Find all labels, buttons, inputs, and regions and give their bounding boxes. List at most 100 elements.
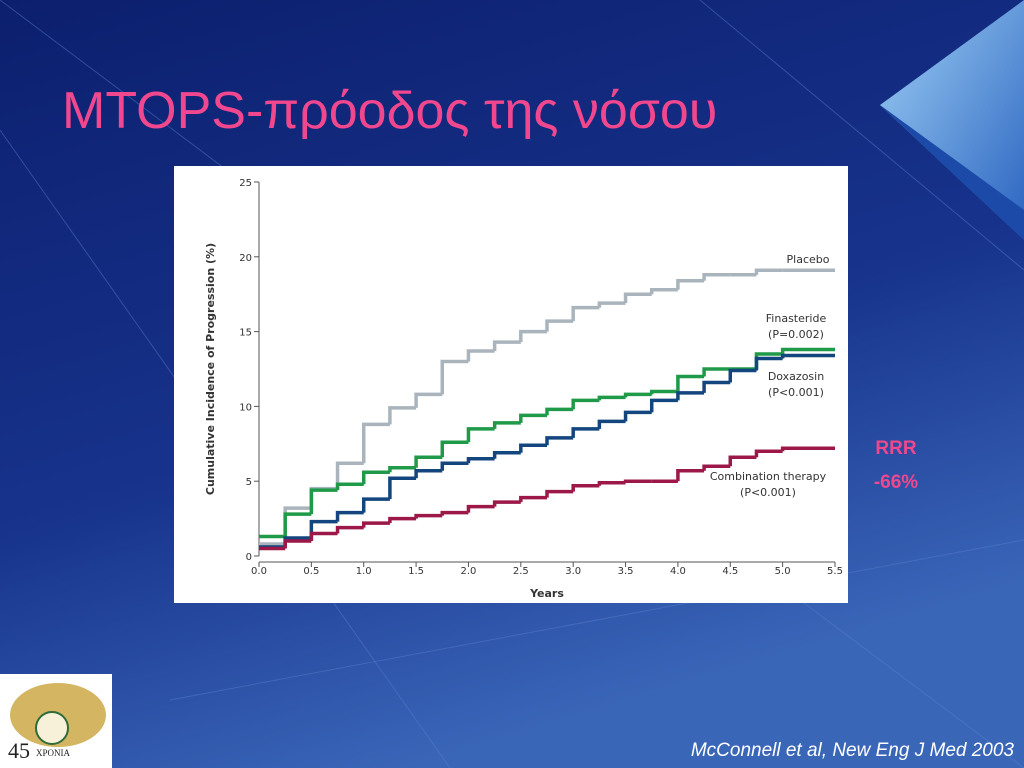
step-segment <box>335 525 364 534</box>
logo-emblem <box>35 711 69 745</box>
x-tick-label: 4.0 <box>670 566 686 577</box>
slide-title: MTOPS-πρόοδος της νόσου <box>62 82 717 140</box>
logo: 45 ΧΡΟΝΙΑ <box>0 674 112 768</box>
step-segment <box>545 407 574 416</box>
series-p-value: (P<0.001) <box>740 486 796 499</box>
step-segment <box>571 427 600 438</box>
step-segment <box>440 359 469 395</box>
step-segment <box>440 510 469 516</box>
step-segment <box>728 368 757 383</box>
citation: McConnell et al, New Eng J Med 2003 <box>691 740 1015 761</box>
step-segment <box>649 398 678 413</box>
step-segment <box>283 512 312 537</box>
step-segment <box>335 461 364 489</box>
step-segment <box>492 340 521 352</box>
series-p-value: (P=0.002) <box>768 328 824 341</box>
step-segment <box>597 395 626 401</box>
step-segment <box>623 292 652 304</box>
step-segment <box>702 380 731 393</box>
x-tick-label: 2.0 <box>461 566 477 577</box>
logo-word: ΧΡΟΝΙΑ <box>36 748 71 758</box>
series-label: Combination therapy <box>710 470 827 483</box>
x-tick-label: 3.5 <box>618 566 634 577</box>
step-segment <box>754 356 783 371</box>
step-segment <box>335 482 364 491</box>
step-segment <box>780 353 835 359</box>
step-segment <box>754 268 783 275</box>
step-segment <box>361 521 390 528</box>
step-segment <box>728 455 757 467</box>
step-segment <box>361 422 390 464</box>
x-tick-label: 4.5 <box>722 566 738 577</box>
step-segment <box>623 392 652 398</box>
step-segment <box>676 374 705 392</box>
step-segment <box>283 539 312 549</box>
step-segment <box>780 347 835 355</box>
step-segment <box>571 483 600 492</box>
step-segment <box>309 531 338 542</box>
step-segment <box>649 389 678 395</box>
series-label: Placebo <box>787 253 830 266</box>
step-segment <box>754 449 783 458</box>
step-segment <box>388 465 417 473</box>
step-segment <box>676 278 705 290</box>
step-segment <box>309 488 338 515</box>
decor-triangle <box>880 0 1024 240</box>
step-segment <box>676 391 705 401</box>
step-segment <box>492 451 521 459</box>
annotation: RRR <box>875 438 916 459</box>
step-segment <box>571 398 600 410</box>
step-segment <box>466 457 495 464</box>
step-segment <box>545 319 574 332</box>
x-tick-label: 5.0 <box>775 566 791 577</box>
step-segment <box>519 329 547 343</box>
x-tick-label: 2.5 <box>513 566 529 577</box>
decor-triangle <box>880 105 1024 240</box>
x-tick-label: 5.5 <box>827 566 843 577</box>
step-segment <box>702 464 731 471</box>
step-segment <box>492 500 521 507</box>
step-segment <box>519 495 547 503</box>
step-segment <box>388 406 417 425</box>
step-segment <box>388 476 417 500</box>
y-tick-label: 20 <box>239 253 252 264</box>
step-segment <box>519 413 547 423</box>
step-segment <box>414 455 443 468</box>
x-tick-label: 0.0 <box>251 566 267 577</box>
series-label: Finasteride <box>766 312 827 325</box>
series-p-value: (P<0.001) <box>768 386 824 399</box>
y-tick-label: 15 <box>239 328 252 339</box>
step-segment <box>388 516 417 524</box>
y-tick-label: 5 <box>246 477 252 488</box>
step-segment <box>519 443 547 453</box>
step-segment <box>597 301 626 308</box>
step-segment <box>545 436 574 446</box>
step-segment <box>361 497 390 513</box>
step-segment <box>623 410 652 422</box>
step-segment <box>597 480 626 486</box>
step-segment <box>702 367 731 377</box>
step-segment <box>492 421 521 429</box>
step-segment <box>466 427 495 443</box>
step-segment <box>466 504 495 513</box>
series-label: Doxazosin <box>768 370 824 383</box>
y-tick-label: 0 <box>246 552 252 563</box>
step-segment <box>780 446 835 452</box>
y-tick-label: 25 <box>239 178 252 189</box>
x-tick-label: 1.5 <box>408 566 424 577</box>
step-segment <box>676 468 705 482</box>
step-segment <box>649 287 678 295</box>
step-segment <box>466 349 495 362</box>
step-segment <box>440 440 469 458</box>
step-segment <box>361 470 390 485</box>
step-segment <box>597 419 626 429</box>
x-tick-label: 0.5 <box>303 566 319 577</box>
x-tick-label: 1.0 <box>356 566 372 577</box>
y-axis-title: Cumulative Incidence of Progression (%) <box>204 243 217 495</box>
x-tick-label: 3.0 <box>565 566 581 577</box>
y-tick-label: 10 <box>239 402 252 413</box>
annotation: -66% <box>874 472 918 493</box>
plot: 0 5 10 15 20 25 0.0 0.5 1.0 1.5 2.0 2.5 3.0 3.5 4.0 4.5… <box>239 178 843 577</box>
